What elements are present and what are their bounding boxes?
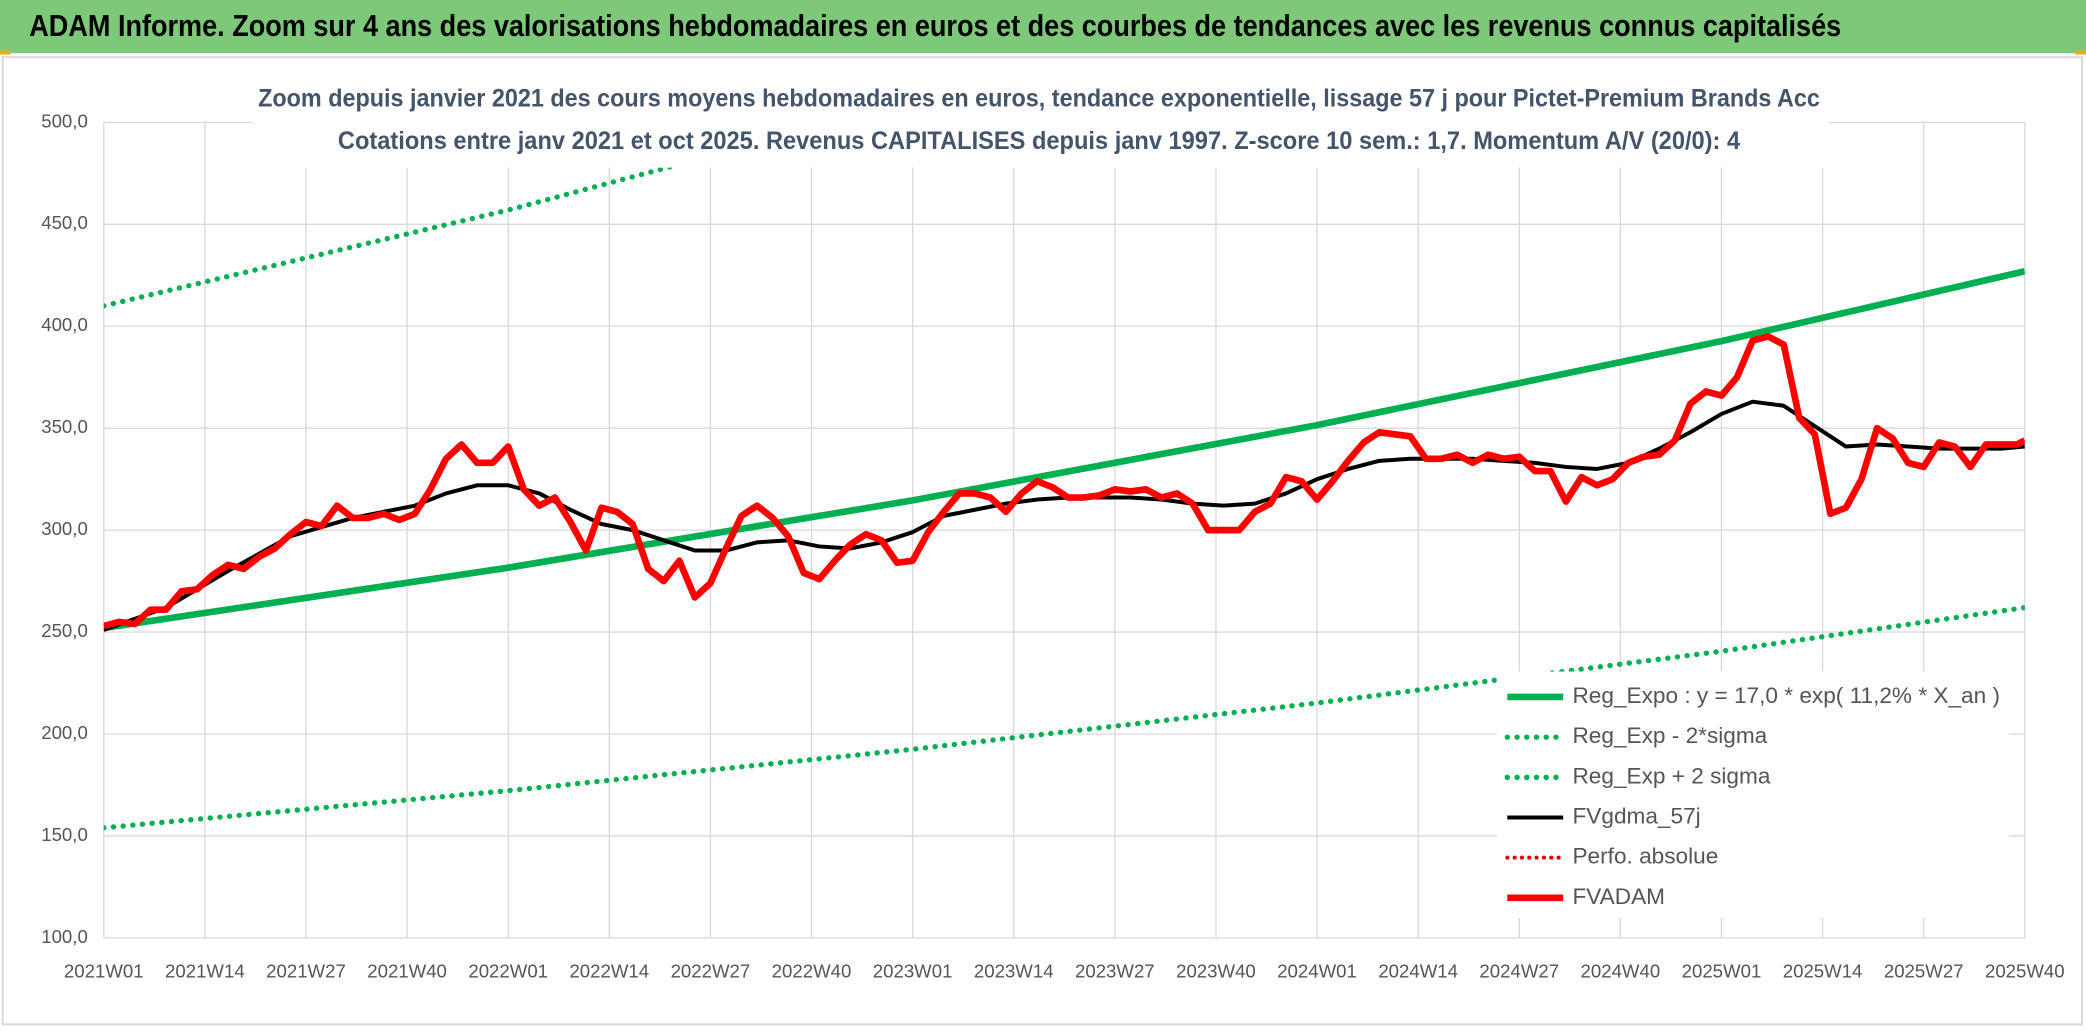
y-tick-label: 250,0 [41, 620, 88, 641]
title-box [252, 77, 1830, 168]
legend-label: Reg_Exp - 2*sigma [1572, 723, 1767, 748]
legend-box [1496, 671, 2009, 918]
x-tick-label: 2023W14 [974, 960, 1054, 981]
y-tick-label: 400,0 [41, 314, 88, 335]
x-tick-label: 2022W40 [772, 960, 852, 981]
y-tick-label: 500,0 [41, 110, 88, 131]
legend-label: Reg_Expo : y = 17,0 * exp( 11,2% * X_an … [1572, 683, 2000, 708]
x-tick-label: 2024W40 [1581, 960, 1661, 981]
x-tick-label: 2023W40 [1176, 960, 1256, 981]
y-tick-label: 150,0 [41, 824, 88, 845]
header-band [0, 0, 2086, 54]
legend-label: FVgdma_57j [1572, 803, 1700, 828]
y-tick-label: 450,0 [41, 212, 88, 233]
header-accent [0, 50, 11, 55]
legend: Reg_Expo : y = 17,0 * exp( 11,2% * X_an … [1496, 671, 2009, 918]
x-tick-label: 2025W40 [1985, 960, 2065, 981]
legend-label: Reg_Exp + 2 sigma [1572, 763, 1770, 788]
legend-label: Perfo. absolue [1572, 844, 1718, 869]
series-line [103, 604, 2025, 831]
header-accent [2075, 50, 2086, 55]
series-line [103, 333, 2025, 630]
chart-title: Zoom depuis janvier 2021 des cours moyen… [258, 84, 1820, 112]
legend-label: FVADAM [1572, 884, 1665, 909]
header-title: ADAM Informe. Zoom sur 4 ans des valoris… [29, 9, 1841, 43]
y-tick-label: 200,0 [41, 722, 88, 743]
x-tick-label: 2022W01 [468, 960, 548, 981]
series-layer [103, 122, 2025, 831]
x-tick-label: 2024W14 [1378, 960, 1458, 981]
x-tick-label: 2021W01 [64, 960, 144, 981]
title-layer: Zoom depuis janvier 2021 des cours moyen… [252, 77, 1830, 168]
x-tick-label: 2021W14 [165, 960, 245, 981]
chart-subtitle: Cotations entre janv 2021 et oct 2025. R… [338, 127, 1740, 155]
x-tick-label: 2024W01 [1277, 960, 1357, 981]
series-line [103, 267, 2025, 632]
x-tick-label: 2024W27 [1479, 960, 1559, 981]
y-tick-label: 300,0 [41, 518, 88, 539]
y-tick-label: 350,0 [41, 416, 88, 437]
x-tick-label: 2025W14 [1783, 960, 1863, 981]
x-tick-label: 2025W27 [1884, 960, 1964, 981]
x-tick-label: 2022W14 [569, 960, 649, 981]
x-tick-label: 2021W40 [367, 960, 447, 981]
x-tick-label: 2022W27 [671, 960, 751, 981]
x-tick-label: 2023W27 [1075, 960, 1155, 981]
x-tick-label: 2021W27 [266, 960, 346, 981]
y-tick-label: 100,0 [41, 926, 88, 947]
x-tick-label: 2025W01 [1682, 960, 1762, 981]
x-tick-label: 2023W01 [873, 960, 953, 981]
